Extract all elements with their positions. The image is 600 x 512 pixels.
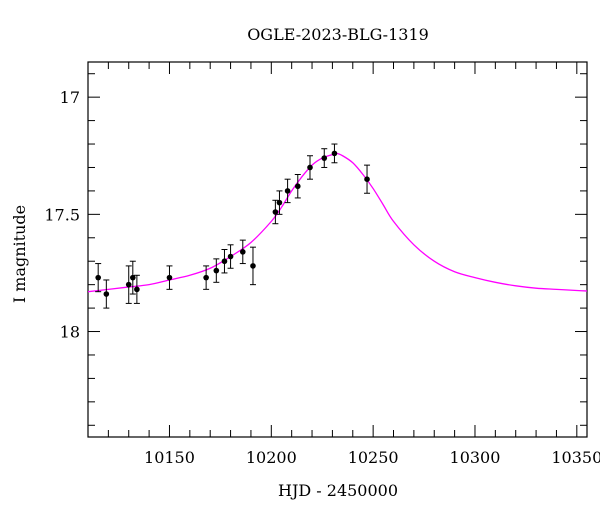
plot-frame (87, 61, 588, 438)
data-point (250, 263, 256, 269)
data-point-group (221, 249, 228, 274)
data-point (331, 150, 338, 157)
data-point-group (284, 178, 291, 204)
data-point-group (166, 265, 173, 290)
model-curve (88, 152, 587, 293)
data-point-group (213, 258, 220, 283)
x-axis-label: HJD - 2450000 (278, 481, 398, 500)
data-point (213, 267, 220, 274)
data-point (272, 209, 279, 215)
data-point (95, 274, 101, 281)
data-point (321, 155, 328, 161)
data-point (364, 176, 370, 182)
data-point (203, 274, 209, 281)
data-point-group (249, 246, 256, 286)
data-point-group (125, 265, 132, 304)
data-point (227, 253, 234, 260)
chart-title: OGLE-2023-BLG-1319 (247, 25, 429, 44)
data-point-group (272, 199, 279, 225)
data-point (125, 281, 132, 288)
data-point-group (321, 148, 328, 168)
data-point-group (133, 274, 140, 304)
y-tick-label: 17.5 (44, 205, 80, 224)
data-point-group (239, 239, 246, 265)
data-point-group (364, 164, 371, 194)
x-tick-label: 10200 (246, 448, 297, 467)
data-point (284, 188, 291, 194)
data-point (166, 274, 173, 281)
data-point (239, 249, 246, 255)
data-point (276, 199, 283, 206)
data-point-group (103, 279, 110, 309)
data-point-group (129, 260, 136, 295)
data-point-group (227, 244, 234, 269)
data-point (134, 286, 140, 293)
data-point-group (276, 190, 283, 215)
data-point-group (307, 155, 314, 180)
plot-area: 10150 10200 10250 10300 10350 17 17.5 18 (44, 61, 600, 467)
data-point (221, 258, 228, 265)
data-point-group (331, 143, 338, 164)
data-point (130, 274, 136, 281)
x-tick-label: 10250 (348, 448, 399, 467)
x-tick-label: 10350 (551, 448, 600, 467)
data-point-group (95, 263, 102, 293)
data-point-group (294, 174, 301, 199)
y-axis-label: I magnitude (10, 205, 29, 303)
x-tick-label: 10300 (450, 448, 501, 467)
y-tick-label: 18 (60, 323, 80, 342)
data-point (294, 183, 301, 190)
data-point-group (203, 265, 210, 290)
data-point (103, 291, 110, 297)
y-tick-label: 17 (60, 88, 80, 107)
data-point (307, 164, 313, 171)
x-tick-label: 10150 (144, 448, 195, 467)
